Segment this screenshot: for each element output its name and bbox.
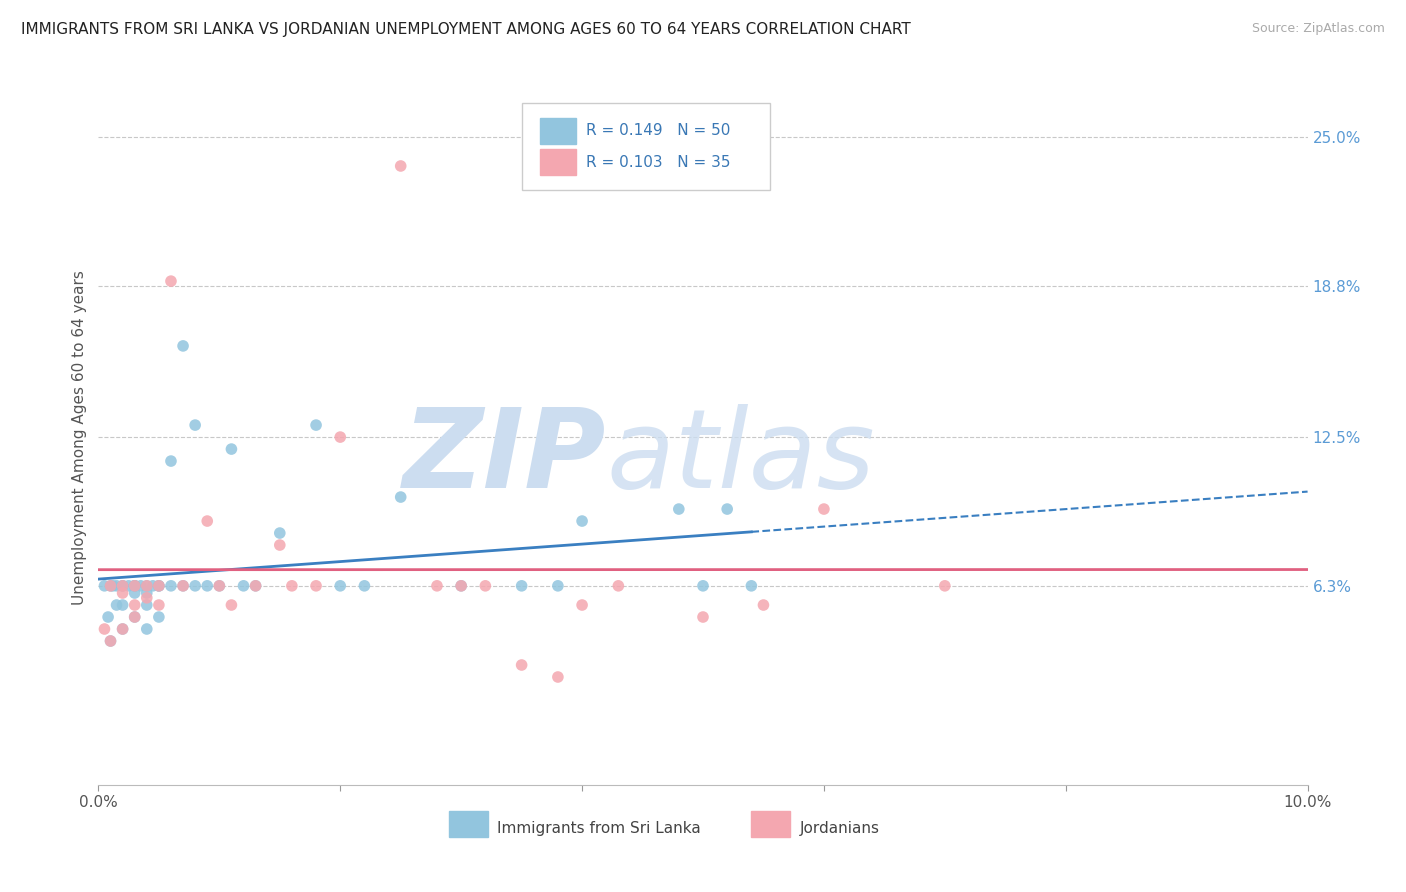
Point bbox=[148, 610, 170, 624]
Point bbox=[101, 579, 124, 593]
Point bbox=[135, 622, 157, 636]
Point bbox=[389, 490, 412, 504]
Point bbox=[450, 579, 472, 593]
Point bbox=[172, 579, 194, 593]
Point bbox=[752, 598, 775, 612]
Point bbox=[160, 579, 183, 593]
Point bbox=[269, 526, 291, 541]
Point bbox=[221, 598, 243, 612]
Point bbox=[160, 454, 183, 468]
Point bbox=[426, 579, 449, 593]
Point bbox=[208, 579, 231, 593]
Point bbox=[329, 579, 352, 593]
Point bbox=[105, 598, 128, 612]
Point bbox=[195, 514, 218, 528]
Text: Source: ZipAtlas.com: Source: ZipAtlas.com bbox=[1251, 22, 1385, 36]
Point bbox=[111, 579, 134, 593]
Point bbox=[245, 579, 267, 593]
Point bbox=[305, 418, 328, 433]
Point bbox=[111, 622, 134, 636]
Point bbox=[93, 579, 115, 593]
Point bbox=[221, 442, 243, 456]
Point bbox=[547, 579, 569, 593]
Point bbox=[105, 579, 128, 593]
Point bbox=[135, 598, 157, 612]
Point bbox=[124, 579, 146, 593]
Point bbox=[172, 579, 194, 593]
Point bbox=[474, 579, 496, 593]
Point bbox=[111, 598, 134, 612]
Text: atlas: atlas bbox=[606, 404, 875, 511]
Text: R = 0.149   N = 50: R = 0.149 N = 50 bbox=[586, 123, 730, 138]
Point bbox=[281, 579, 304, 593]
Point bbox=[450, 579, 472, 593]
Point bbox=[571, 598, 593, 612]
Point bbox=[692, 579, 714, 593]
Point bbox=[124, 598, 146, 612]
Point bbox=[100, 634, 122, 648]
Point bbox=[100, 579, 122, 593]
Point bbox=[353, 579, 375, 593]
Text: Immigrants from Sri Lanka: Immigrants from Sri Lanka bbox=[498, 821, 702, 836]
Point bbox=[692, 610, 714, 624]
Point bbox=[184, 579, 207, 593]
Point bbox=[142, 579, 165, 593]
Point bbox=[607, 579, 630, 593]
Point bbox=[124, 579, 146, 593]
Point bbox=[111, 622, 134, 636]
Point bbox=[305, 579, 328, 593]
Point bbox=[111, 579, 134, 593]
Point bbox=[195, 579, 218, 593]
Point bbox=[668, 502, 690, 516]
Point bbox=[148, 579, 170, 593]
Point bbox=[148, 579, 170, 593]
Point bbox=[329, 430, 352, 444]
Bar bbox=[449, 811, 488, 837]
Point bbox=[245, 579, 267, 593]
Point bbox=[124, 610, 146, 624]
Point bbox=[124, 579, 146, 593]
Point bbox=[740, 579, 762, 593]
Point bbox=[184, 418, 207, 433]
Point bbox=[232, 579, 254, 593]
Point bbox=[160, 274, 183, 288]
Point bbox=[118, 579, 141, 593]
Point bbox=[124, 586, 146, 600]
Point bbox=[510, 658, 533, 673]
Bar bbox=[540, 149, 576, 176]
Point bbox=[135, 586, 157, 600]
Point bbox=[135, 579, 157, 593]
Point bbox=[129, 579, 152, 593]
Point bbox=[111, 579, 134, 593]
Point bbox=[97, 610, 120, 624]
Bar bbox=[540, 118, 576, 145]
Point bbox=[813, 502, 835, 516]
Text: ZIP: ZIP bbox=[402, 404, 606, 511]
Y-axis label: Unemployment Among Ages 60 to 64 years: Unemployment Among Ages 60 to 64 years bbox=[72, 269, 87, 605]
Point bbox=[148, 598, 170, 612]
Point bbox=[510, 579, 533, 593]
Bar bbox=[751, 811, 790, 837]
Point bbox=[135, 579, 157, 593]
Point bbox=[571, 514, 593, 528]
Point bbox=[135, 591, 157, 605]
Point bbox=[389, 159, 412, 173]
Point bbox=[934, 579, 956, 593]
Point bbox=[547, 670, 569, 684]
Point bbox=[208, 579, 231, 593]
Point bbox=[269, 538, 291, 552]
Point bbox=[124, 579, 146, 593]
Point bbox=[172, 339, 194, 353]
Text: R = 0.103   N = 35: R = 0.103 N = 35 bbox=[586, 154, 730, 169]
Point bbox=[93, 622, 115, 636]
Text: Jordanians: Jordanians bbox=[800, 821, 880, 836]
FancyBboxPatch shape bbox=[522, 103, 769, 190]
Point bbox=[124, 610, 146, 624]
Point bbox=[100, 634, 122, 648]
Point bbox=[111, 586, 134, 600]
Point bbox=[716, 502, 738, 516]
Point bbox=[148, 579, 170, 593]
Text: IMMIGRANTS FROM SRI LANKA VS JORDANIAN UNEMPLOYMENT AMONG AGES 60 TO 64 YEARS CO: IMMIGRANTS FROM SRI LANKA VS JORDANIAN U… bbox=[21, 22, 911, 37]
Point bbox=[100, 579, 122, 593]
